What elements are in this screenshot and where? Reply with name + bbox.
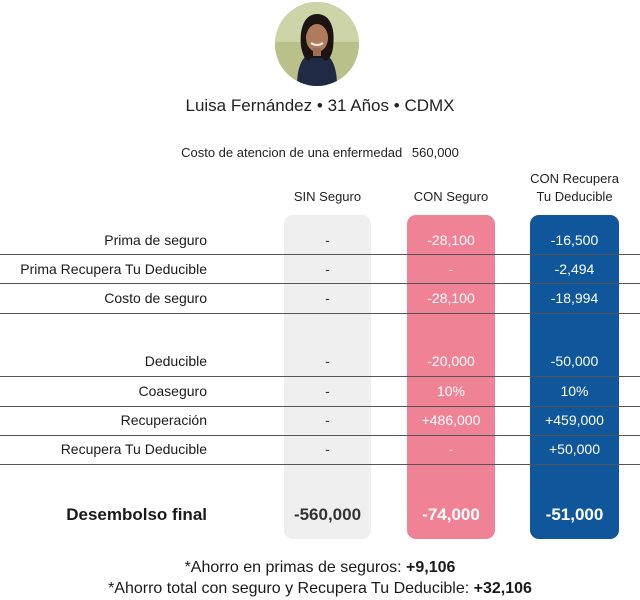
- note-ahorro-total: *Ahorro total con seguro y Recupera Tu D…: [0, 580, 640, 598]
- cell-rec-coaseguro: 10%: [560, 383, 589, 399]
- profile-city: CDMX: [404, 96, 455, 115]
- cell-sin-deducible: -: [325, 353, 330, 369]
- row-label-recuperacion: Recuperación: [120, 412, 207, 428]
- separator-dot: •: [316, 96, 323, 115]
- row-label-coaseguro: Coaseguro: [138, 383, 208, 399]
- cell-con-costo-seguro: -28,100: [427, 290, 475, 306]
- column-con-recupera: [530, 215, 619, 539]
- illness-cost-value: 560,000: [411, 145, 459, 160]
- column-header-con-recupera-line1: CON Recupera: [530, 171, 619, 186]
- cell-rec-recuperacion: +459,000: [545, 412, 604, 428]
- note-ahorro-total-label: *Ahorro total con seguro y Recupera Tu D…: [108, 580, 470, 597]
- row-label-deducible: Deducible: [144, 353, 207, 369]
- row-label-prima-recupera: Prima Recupera Tu Deducible: [20, 261, 207, 277]
- note-ahorro-primas-label: *Ahorro en primas de seguros:: [184, 559, 402, 576]
- cell-sin-coaseguro: -: [325, 383, 330, 399]
- illness-cost: Costo de atencion de una enfermedad 560,…: [0, 145, 640, 160]
- cell-sin-prima-seguro: -: [325, 232, 330, 248]
- cell-rec-recupera-deducible: +50,000: [549, 441, 600, 457]
- cell-con-recuperacion: +486,000: [421, 412, 481, 428]
- note-ahorro-primas: *Ahorro en primas de seguros: +9,106: [0, 559, 640, 577]
- cell-sin-recuperacion: -: [325, 412, 330, 428]
- row-divider: [0, 406, 640, 407]
- row-divider: [0, 376, 640, 377]
- row-label-costo-seguro: Costo de seguro: [104, 290, 207, 306]
- cell-con-coaseguro: 10%: [436, 383, 466, 399]
- cell-con-desembolso-final: -74,000: [422, 505, 480, 524]
- profile-age: 31 Años: [327, 96, 390, 115]
- row-label-prima-seguro: Prima de seguro: [104, 232, 207, 248]
- column-header-sin-seguro: SIN Seguro: [293, 189, 362, 204]
- row-divider: [0, 435, 640, 436]
- cell-rec-deducible: -50,000: [550, 353, 599, 369]
- row-divider: [0, 313, 640, 314]
- row-label-recupera-deducible: Recupera Tu Deducible: [60, 441, 207, 457]
- separator-dot: •: [393, 96, 400, 115]
- column-header-con-recupera: CON Recupera Tu Deducible: [512, 170, 637, 206]
- column-header-con-recupera-line2: Tu Deducible: [536, 189, 613, 204]
- cell-rec-prima-recupera: -2,494: [554, 261, 595, 277]
- profile-name: Luisa Fernández: [185, 96, 313, 115]
- column-sin-seguro: [284, 215, 371, 539]
- row-divider: [0, 283, 640, 284]
- profile-summary: Luisa Fernández • 31 Años • CDMX: [0, 96, 640, 116]
- cell-con-prima-seguro: -28,100: [427, 232, 475, 248]
- cell-con-recupera-deducible: -: [448, 441, 454, 457]
- cell-sin-desembolso-final: -560,000: [293, 505, 362, 524]
- cell-con-deducible: -20,000: [427, 353, 475, 369]
- column-header-con-seguro: CON Seguro: [413, 189, 489, 204]
- cell-con-prima-recupera: -: [448, 261, 454, 277]
- cell-sin-costo-seguro: -: [325, 290, 330, 306]
- note-ahorro-primas-value: +9,106: [406, 559, 456, 576]
- cell-sin-recupera-deducible: -: [325, 441, 330, 457]
- cell-rec-costo-seguro: -18,994: [550, 290, 599, 306]
- cell-sin-prima-recupera: -: [325, 261, 330, 277]
- illness-cost-label: Costo de atencion de una enfermedad: [181, 145, 403, 160]
- row-divider: [0, 254, 640, 255]
- avatar: [275, 2, 359, 86]
- column-con-seguro: [407, 215, 495, 539]
- row-divider: [0, 464, 640, 465]
- cell-rec-prima-seguro: -16,500: [550, 232, 599, 248]
- row-label-desembolso-final: Desembolso final: [66, 505, 207, 524]
- note-ahorro-total-value: +32,106: [473, 580, 532, 597]
- cell-rec-desembolso-final: -51,000: [545, 505, 604, 524]
- profile-photo: [275, 2, 359, 86]
